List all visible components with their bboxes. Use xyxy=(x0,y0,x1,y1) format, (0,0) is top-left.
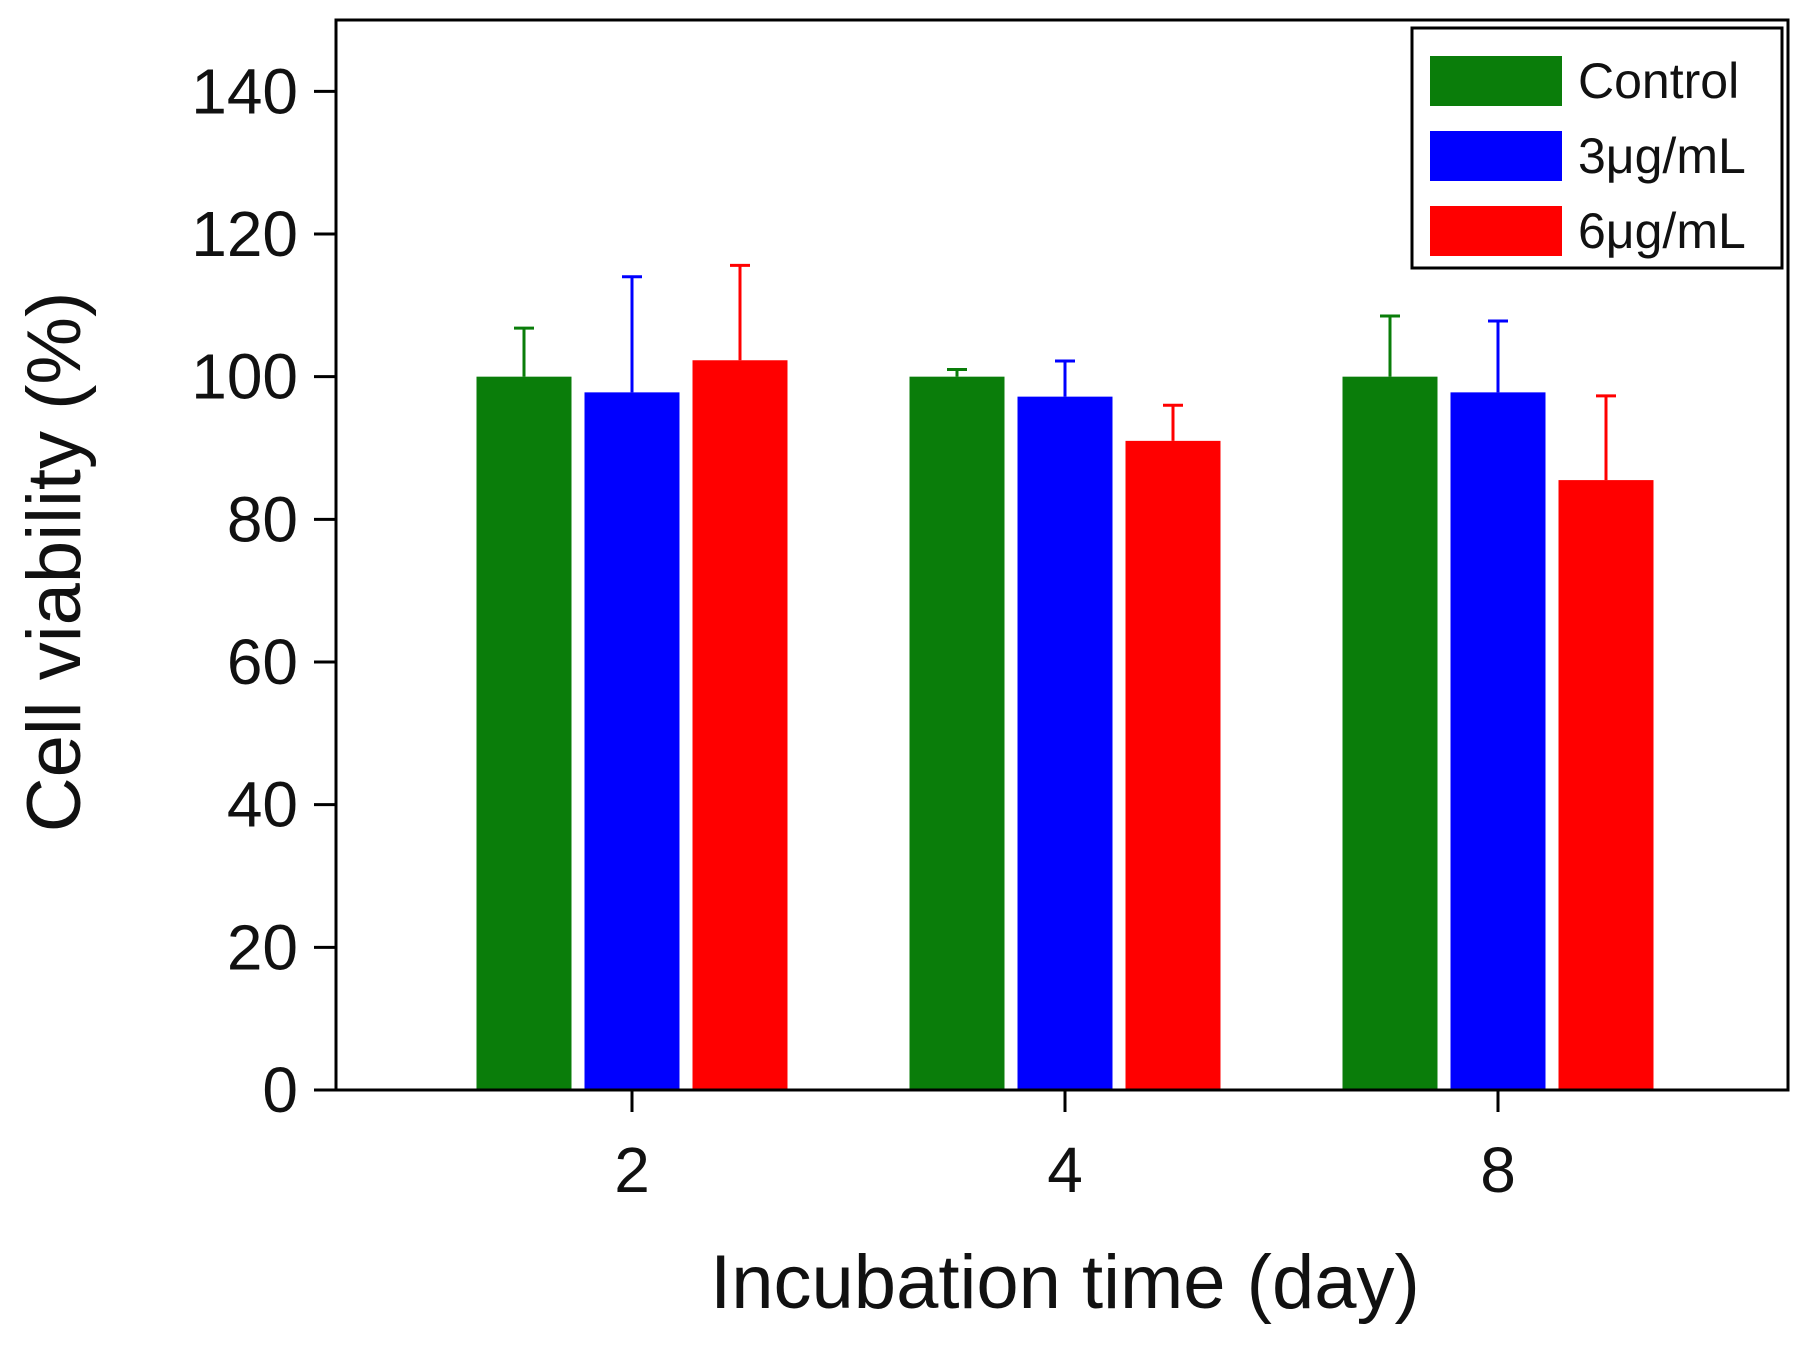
y-axis: 0 20 40 60 80 100 120 140 xyxy=(191,55,336,1126)
x-tick-label: 8 xyxy=(1480,1134,1516,1206)
legend-swatch-0 xyxy=(1430,56,1562,106)
y-tick-label: 80 xyxy=(227,483,298,555)
x-tick-label: 2 xyxy=(614,1134,650,1206)
y-tick-label: 60 xyxy=(227,626,298,698)
bar-3-g-ml-day-4 xyxy=(1017,396,1113,1090)
legend-label-2: 6μg/mL xyxy=(1578,203,1746,259)
legend-label-0: Control xyxy=(1578,53,1739,109)
bars-layer xyxy=(476,360,1654,1091)
error-bars-layer xyxy=(514,263,1616,481)
y-tick-label: 20 xyxy=(227,911,298,983)
bar-3-g-ml-day-8 xyxy=(1450,392,1546,1090)
y-tick-label: 0 xyxy=(262,1054,298,1126)
bar-3-g-ml-day-2 xyxy=(584,392,680,1090)
y-axis-title: Cell viability (%) xyxy=(12,292,97,833)
bar-6-g-ml-day-8 xyxy=(1558,480,1654,1091)
bar-6-g-ml-day-2 xyxy=(692,360,788,1090)
y-tick-label: 140 xyxy=(191,55,298,127)
legend-label-1: 3μg/mL xyxy=(1578,128,1746,184)
legend-swatch-2 xyxy=(1430,206,1562,256)
plot-area-frame xyxy=(334,18,1790,1092)
y-tick-label: 40 xyxy=(227,769,298,841)
y-tick-label: 100 xyxy=(191,341,298,413)
bar-6-g-ml-day-4 xyxy=(1125,440,1221,1090)
legend: Control 3μg/mL 6μg/mL xyxy=(1410,26,1784,270)
y-tick-label: 120 xyxy=(191,198,298,270)
bar-control-day-8 xyxy=(1342,376,1438,1091)
x-tick-label: 4 xyxy=(1047,1134,1083,1206)
bar-control-day-4 xyxy=(909,376,1005,1091)
x-axis: 2 4 8 xyxy=(614,1090,1516,1206)
x-axis-title: Incubation time (day) xyxy=(710,1240,1420,1325)
bar-control-day-2 xyxy=(476,376,572,1091)
legend-swatch-1 xyxy=(1430,131,1562,181)
